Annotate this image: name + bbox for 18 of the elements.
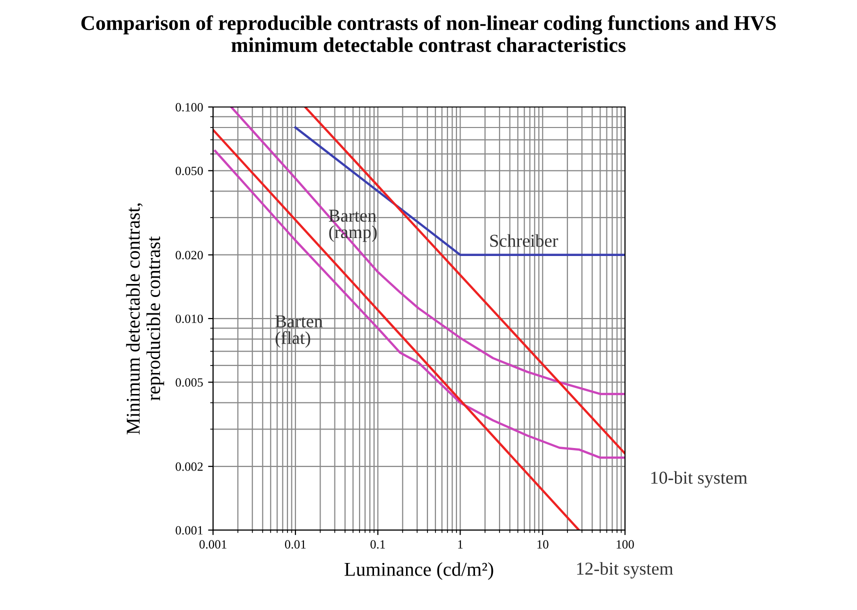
- x-tick-label: 1: [458, 540, 463, 548]
- y-tick-label: 0.002: [176, 462, 203, 471]
- x-tick-label: 0.01: [284, 540, 306, 549]
- y-tick-label: 0.100: [176, 103, 203, 112]
- x-tick-label: 10: [537, 540, 548, 549]
- chart-title: Comparison of reproducible contrasts of non-linear coding functions and HVS minimum detectable contrast characteristics: [81, 15, 776, 52]
- y-axis-title: Minimum detectable contrast, reproducible contrast: [126, 203, 164, 434]
- y-tick-label: 0.005: [176, 378, 203, 387]
- x-tick-label: 0.001: [199, 540, 226, 549]
- y-tick-label: 0.001: [176, 526, 203, 535]
- y-tick-label: 0.020: [176, 250, 203, 260]
- x-tick-label: 0.1: [370, 540, 385, 549]
- x-tick-label: 100: [616, 540, 634, 549]
- series-label: 10-bit system: [651, 471, 748, 488]
- series-label: 12-bit system: [577, 562, 674, 578]
- y-tick-label: 0.010: [176, 314, 203, 324]
- x-axis-title: Luminance (cd/m²): [344, 562, 494, 580]
- y-tick-label: 0.050: [176, 166, 203, 176]
